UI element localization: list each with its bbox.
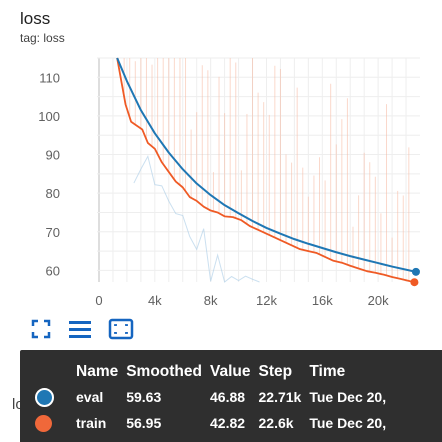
row-smoothed: 59.63 xyxy=(126,389,162,405)
row-step: 22.71k xyxy=(258,389,302,405)
series-end-markers xyxy=(410,267,420,287)
tooltip-table: Name Smoothed Value Step Time eval 59.63… xyxy=(26,360,394,436)
x-tick-label: 12k xyxy=(256,293,277,308)
header-time: Time xyxy=(309,363,346,380)
row-name: eval xyxy=(76,389,104,405)
chart-toolbar xyxy=(30,318,150,340)
x-tick-label: 20k xyxy=(368,293,389,308)
x-axis-ticks: 0 4k 8k 12k 16k 20k xyxy=(95,293,389,308)
eval-series-line xyxy=(116,57,417,273)
header-value: Value xyxy=(210,363,251,380)
expand-icon[interactable] xyxy=(108,318,134,345)
series-lines xyxy=(116,57,417,284)
header-step: Step xyxy=(258,363,293,380)
row-name: train xyxy=(76,415,107,431)
header-name: Name xyxy=(76,363,119,380)
raw-series-layer xyxy=(118,58,410,283)
y-tick-label: 80 xyxy=(46,186,60,201)
eval-end-marker xyxy=(411,267,420,276)
y-axis-ticks: 60 70 80 90 100 110 xyxy=(38,70,60,278)
x-tick-label: 8k xyxy=(204,293,218,308)
table-row: eval 59.63 46.88 22.71k Tue Dec 20, xyxy=(26,384,394,410)
row-time: Tue Dec 20, xyxy=(309,415,387,431)
x-tick-label: 0 xyxy=(95,293,102,308)
card-tag: tag: loss xyxy=(20,31,65,45)
card-title: loss xyxy=(20,9,51,28)
row-step: 22.6k xyxy=(258,415,294,431)
train-swatch-icon xyxy=(35,414,52,432)
eval-raw-line xyxy=(133,155,260,283)
y-tick-label: 60 xyxy=(46,263,60,278)
row-value: 46.88 xyxy=(210,389,246,405)
train-series-line xyxy=(116,57,415,284)
row-value: 42.82 xyxy=(210,415,246,431)
toggle-y-log-icon[interactable] xyxy=(68,318,92,345)
x-tick-label: 4k xyxy=(148,293,162,308)
y-tick-label: 110 xyxy=(39,70,60,85)
series-tooltip: Name Smoothed Value Step Time eval 59.63… xyxy=(20,350,442,442)
train-end-marker xyxy=(410,278,419,287)
eval-swatch-icon xyxy=(35,387,54,407)
row-smoothed: 56.95 xyxy=(126,415,162,431)
table-row: train 56.95 42.82 22.6k Tue Dec 20, xyxy=(26,410,394,436)
header-smoothed: Smoothed xyxy=(126,363,202,380)
y-tick-label: 70 xyxy=(46,225,60,240)
loss-chart[interactable]: 0 4k 8k 12k 16k 20k 60 70 80 90 100 110 xyxy=(0,0,442,320)
row-time: Tue Dec 20, xyxy=(309,389,387,405)
fit-domain-icon[interactable] xyxy=(30,318,52,345)
x-tick-label: 16k xyxy=(312,293,333,308)
y-tick-label: 100 xyxy=(38,109,60,124)
y-tick-label: 90 xyxy=(46,148,60,163)
